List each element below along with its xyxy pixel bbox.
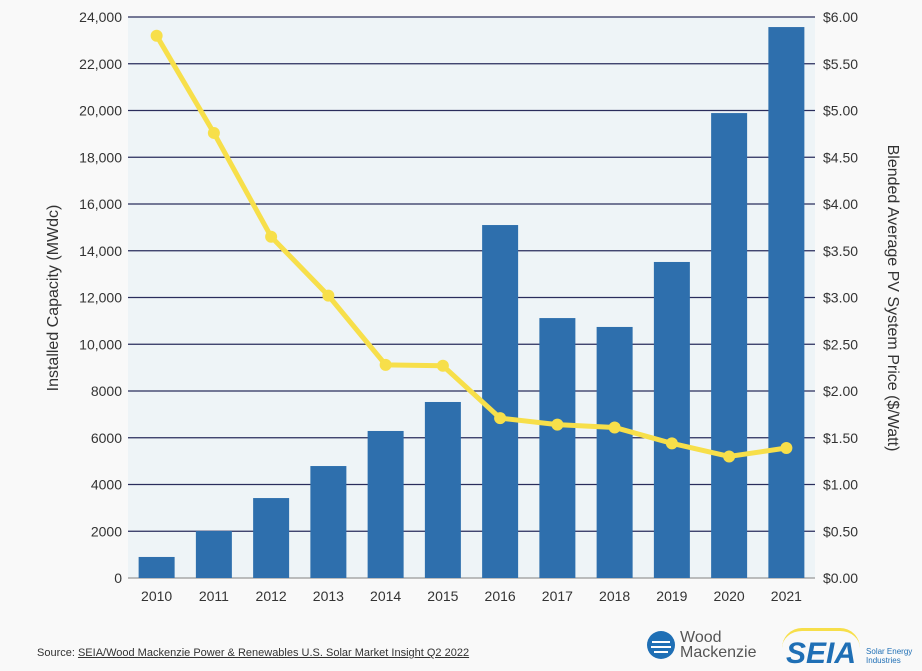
price-point-2016 [494,412,507,425]
y2-tick-label: $5.00 [823,103,858,119]
price-point-2012 [265,230,278,243]
y2-tick-label: $6.00 [823,9,858,25]
bar-2015 [424,401,461,578]
y2-tick-label: $0.00 [823,570,858,586]
source-prefix: Source: [37,647,78,659]
wood-mackenzie-globe-icon [647,631,675,659]
x-tick-label: 2012 [256,588,287,604]
seia-logo: SEIA Solar Energy Industries [782,628,916,671]
x-tick-label: 2019 [656,588,687,604]
y-tick-label: 16,000 [79,196,122,212]
wood-mackenzie-text: Wood Mackenzie [680,629,757,661]
y-tick-label: 12,000 [79,290,122,306]
price-line [154,34,787,459]
price-point-2020 [723,450,736,463]
bar-2020 [711,113,748,578]
seia-text: SEIA [782,628,861,671]
y-axis-title: Installed Capacity (MWdc) [45,205,62,392]
y2-tick-label: $3.50 [823,243,858,259]
price-point-2018 [608,421,621,434]
price-point-2014 [379,358,392,371]
source-link[interactable]: SEIA/Wood Mackenzie Power & Renewables U… [77,647,470,659]
bar-2010 [138,556,175,578]
x-tick-label: 2016 [485,588,516,604]
price-point-2019 [665,437,678,450]
bar-2021 [768,27,805,578]
y-tick-label: 14,000 [79,243,122,259]
y-tick-label: 2000 [91,523,122,539]
y2-tick-label: $1.50 [823,430,858,446]
bar-2019 [653,261,690,578]
bar-2011 [195,531,232,578]
bar-2013 [310,466,347,578]
price-point-2021 [780,442,793,455]
x-tick-label: 2017 [542,588,573,604]
y-tick-label: 0 [114,570,122,586]
price-point-2015 [436,359,449,372]
y-tick-label: 6000 [91,430,122,446]
y2-tick-label: $4.00 [823,196,858,212]
x-tick-label: 2015 [427,588,458,604]
y-tick-label: 18,000 [79,149,122,165]
x-tick-label: 2020 [714,588,745,604]
y2-tick-label: $4.50 [823,149,858,165]
y-tick-label: 8000 [91,383,122,399]
x-tick-label: 2013 [313,588,344,604]
seia-subtitle: Solar Energy Industries [866,647,913,665]
price-point-2017 [551,418,564,431]
y-tick-label: 20,000 [79,103,122,119]
price-point-2013 [322,289,335,302]
bar-2017 [539,318,576,578]
x-tick-label: 2011 [199,588,229,604]
y2-axis-title: Blended Average PV System Price ($/Watt) [884,145,901,452]
y2-tick-label: $5.50 [823,56,858,72]
y-tick-label: 4000 [91,477,122,493]
y-tick-label: 24,000 [79,9,122,25]
y2-tick-label: $2.00 [823,383,858,399]
y2-tick-label: $0.50 [823,523,858,539]
price-point-2010 [150,29,163,42]
bar-2018 [596,326,633,578]
source-note: Source: SEIA/Wood Mackenzie Power & Rene… [37,647,469,659]
y2-tick-label: $2.50 [823,336,858,352]
x-tick-label: 2014 [370,588,401,604]
x-tick-label: 2021 [771,588,802,604]
y-tick-label: 22,000 [79,56,122,72]
wood-mackenzie-logo: Wood Mackenzie [646,629,760,661]
y2-tick-label: $1.00 [823,477,858,493]
bar-2012 [253,498,290,578]
price-point-2011 [207,126,220,139]
combo-chart: 0 $0.00 2000 $0.50 4000 $1.00 6000 $1.50 8000 $2.… [45,9,901,604]
x-tick-label: 2010 [141,588,172,604]
y-tick-label: 10,000 [79,336,122,352]
y2-tick-label: $3.00 [823,290,858,306]
bar-2016 [482,225,519,578]
bar-2014 [367,430,404,578]
x-tick-label: 2018 [599,588,630,604]
